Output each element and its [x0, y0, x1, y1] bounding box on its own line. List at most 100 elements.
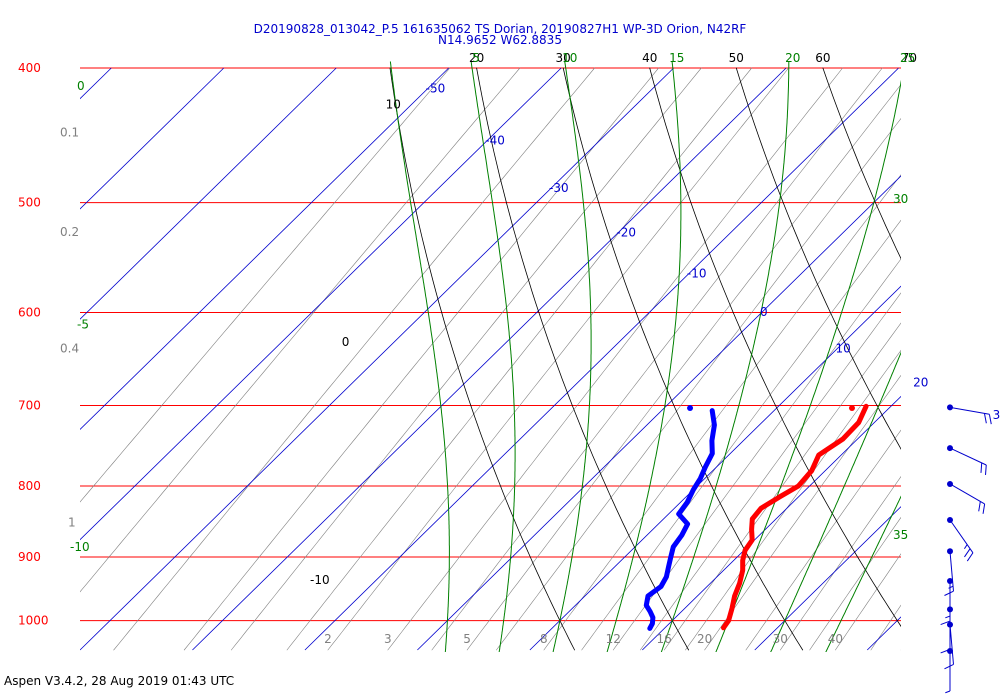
wind-barb-flag — [945, 690, 951, 694]
dry-adiabat-label: 40 — [642, 51, 657, 65]
isotherm-label: 10 — [836, 341, 851, 355]
moist-adiabat-line — [660, 61, 790, 652]
mixing-ratio-line — [835, 553, 901, 651]
mixing-ratio-label: 1 — [68, 516, 76, 530]
isotherm-line — [80, 67, 674, 651]
mixing-ratio-line — [543, 174, 901, 651]
dry-adiabat-label: 60 — [815, 51, 830, 65]
dry-adiabat-label: 50 — [729, 51, 744, 65]
mixing-ratio-line — [779, 476, 901, 651]
mixing-ratio-line — [927, 68, 1000, 650]
isotherm-line — [304, 67, 899, 651]
mixing-ratio-line — [80, 67, 521, 593]
mixing-ratio-line — [113, 67, 595, 651]
mixing-ratio-line — [639, 292, 901, 651]
isotherm-line — [529, 285, 901, 651]
moist-adiabat-label: 20 — [785, 51, 800, 65]
dry-adiabat-line — [822, 67, 901, 260]
moist-adiabat-line — [825, 495, 901, 652]
temperature-start-marker — [848, 405, 855, 412]
isotherm-label: -20 — [616, 225, 636, 239]
isotherm-line — [642, 395, 901, 651]
isotherm-label: -40 — [485, 133, 505, 147]
mixing-ratio-line — [995, 68, 1000, 650]
mixing-ratio-line — [231, 67, 702, 651]
dewpoint-trace — [643, 408, 717, 631]
isotherm-label: -30 — [549, 181, 569, 195]
dry-adiabat-label: 10 — [386, 98, 401, 112]
mixing-ratio-line — [183, 67, 659, 651]
wind-barb-flag — [983, 413, 987, 424]
moist-adiabat-label: -10 — [70, 540, 90, 554]
isotherm-label: -50 — [426, 82, 446, 96]
software-version-footer: Aspen V3.4.2, 28 Aug 2019 01:43 UTC — [4, 674, 235, 688]
dry-adiabat-label: -10 — [310, 573, 330, 587]
dewpoint-start-marker — [687, 405, 694, 412]
wind-barb-staff — [949, 624, 954, 665]
moist-adiabat-label: 5 — [472, 51, 480, 65]
temperature-trace — [721, 403, 869, 631]
isotherm-line — [80, 67, 337, 320]
wind-barb-staff — [949, 447, 987, 466]
mixing-ratio-label: 3 — [384, 632, 392, 646]
mixing-ratio-line — [870, 604, 901, 651]
wind-barb-flag — [944, 663, 954, 670]
mixing-ratio-line — [431, 67, 883, 651]
isotherm-label: 30 — [993, 408, 1000, 422]
mixing-ratio-line — [951, 68, 1000, 650]
moist-adiabat-label: -5 — [77, 317, 89, 331]
moist-adiabat-label: 35 — [893, 528, 908, 542]
pressure-tick-label: 500 — [18, 196, 41, 210]
moist-adiabat-line — [770, 351, 901, 652]
mixing-ratio-label: 2 — [324, 632, 332, 646]
pressure-tick-label: 1000 — [18, 614, 49, 628]
dry-adiabat-line — [649, 67, 901, 628]
dry-adiabat-line — [562, 67, 804, 651]
mixing-ratio-line — [581, 219, 901, 651]
moist-adiabat-line — [606, 61, 682, 652]
mixing-ratio-label: 20 — [697, 632, 712, 646]
isotherm-label: 0 — [760, 305, 768, 319]
wind-barb-flag — [963, 544, 968, 550]
moist-adiabat-label: 30 — [893, 192, 908, 206]
pressure-tick-label: 900 — [18, 550, 41, 564]
wind-barb-flag — [948, 585, 954, 589]
dry-adiabat-label: 20 — [469, 51, 484, 65]
mixing-ratio-line — [286, 67, 753, 651]
moist-adiabat-label: 0 — [77, 79, 85, 93]
moist-adiabat-line — [470, 61, 516, 652]
wind-barb-staff — [949, 406, 990, 415]
dry-adiabat-line — [389, 67, 575, 651]
mixing-ratio-line — [972, 68, 1000, 650]
moist-adiabat-label: 15 — [669, 51, 684, 65]
wind-barb-flag — [940, 620, 951, 626]
dry-adiabat-label: 0 — [342, 335, 350, 349]
mixing-ratio-label: 0.4 — [60, 342, 79, 356]
wind-barb-flag — [980, 462, 983, 473]
mixing-ratio-label: 8 — [540, 632, 548, 646]
mixing-ratio-line — [809, 516, 901, 651]
dry-adiabat-label: 30 — [556, 51, 571, 65]
wind-barb-flag — [988, 414, 992, 425]
moist-adiabat-label: 25 — [900, 51, 915, 65]
dry-adiabat-line — [909, 68, 1000, 650]
dry-adiabat-label: 70 — [902, 51, 917, 65]
isotherm-line — [192, 67, 787, 651]
moist-adiabat-label: 10 — [562, 51, 577, 65]
isotherm-label: -10 — [687, 266, 707, 280]
dry-adiabat-line — [476, 67, 689, 651]
wind-barb-flag — [978, 501, 981, 512]
pressure-tick-label: 400 — [18, 61, 41, 75]
wind-barb-flag — [985, 464, 987, 476]
dry-adiabat-line — [735, 67, 901, 450]
wind-barbs — [940, 404, 992, 694]
chart-title-line: D20190828_013042_P.5 161635062 TS Dorian… — [254, 22, 747, 36]
background-grid — [80, 61, 1000, 652]
wind-barb-staff — [949, 551, 954, 592]
mixing-ratio-label: 40 — [828, 632, 843, 646]
isotherm-line — [80, 67, 562, 541]
wind-barb-flag — [945, 615, 951, 619]
mixing-ratio-label: 12 — [606, 632, 621, 646]
